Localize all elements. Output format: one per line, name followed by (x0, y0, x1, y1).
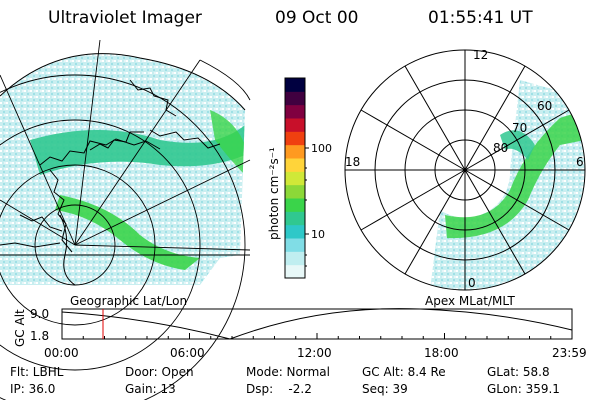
time-label: 01:55:41 UT (428, 8, 533, 28)
polar-plot: 12 18 6 0 60 70 80 (344, 48, 586, 291)
colorbar-segment (285, 131, 305, 146)
alt-axis-label: GC Alt (13, 309, 27, 347)
colorbar-tick-10: 10 (311, 228, 325, 241)
colorbar-segment (285, 238, 305, 252)
colorbar-segment (285, 118, 305, 132)
geo-coastlines (0, 79, 221, 286)
geo-auroral-band-lower (55, 195, 200, 270)
alt-ytick-bottom: 1.8 (30, 329, 49, 343)
geo-auroral-band-upper (30, 125, 245, 175)
alt-xtick-0: 00:00 (44, 346, 79, 360)
info-door: Door: Open (125, 365, 194, 379)
alt-ytick-top: 9.0 (30, 307, 49, 321)
info-glon: GLon: 359.1 (487, 382, 560, 396)
mlt-label-18: 18 (345, 155, 360, 169)
date-label: 09 Oct 00 (275, 8, 359, 28)
info-gain: Gain: 13 (125, 382, 176, 396)
mlt-label-6: 6 (576, 155, 584, 169)
info-dsp: Dsp: -2.2 (246, 382, 312, 396)
colorbar-ticks (284, 77, 309, 279)
alt-orbit-curve (61, 308, 573, 340)
alt-xtick-2: 12:00 (297, 346, 332, 360)
info-gc-alt: GC Alt: 8.4 Re (362, 365, 446, 379)
alt-xtick-4: 23:59 (552, 346, 587, 360)
info-ip: IP: 36.0 (10, 382, 56, 396)
polar-auroral-oval (445, 110, 585, 239)
colorbar-segment (285, 198, 305, 212)
colorbar-segment (285, 251, 305, 266)
colorbar (285, 78, 305, 279)
info-glat: GLat: 58.8 (487, 365, 550, 379)
geographic-image-panel (0, 39, 251, 400)
geo-auroral-band-east (210, 110, 245, 175)
mlt-label-12: 12 (473, 48, 488, 62)
mlat-label-70: 70 (512, 121, 527, 135)
colorbar-segment (285, 171, 305, 186)
info-mode: Mode: Normal (246, 365, 330, 379)
polar-grid (344, 49, 586, 291)
mlat-label-60: 60 (537, 99, 552, 113)
polar-auroral-oval-arc (500, 130, 535, 160)
colorbar-segment (285, 158, 305, 172)
colorbar-unit-label: photon cm⁻²s⁻¹ (267, 147, 281, 240)
colorbar-segment (285, 184, 305, 199)
apex-label: Apex MLat/MLT (425, 294, 515, 308)
info-seq: Seq: 39 (362, 382, 408, 396)
colorbar-segment (285, 264, 305, 279)
colorbar-segment (285, 104, 305, 119)
alt-xtick-1: 06:00 (170, 346, 205, 360)
info-flt: Flt: LBHL (10, 365, 64, 379)
colorbar-tick-100: 100 (311, 142, 332, 155)
alt-xtick-3: 18:00 (424, 346, 459, 360)
mlat-label-80: 80 (493, 141, 508, 155)
colorbar-segment (285, 78, 305, 92)
alt-x-ticks (61, 333, 573, 339)
altitude-panel: Geographic Lat/Lon Apex MLat/MLT GC Alt … (13, 294, 573, 347)
colorbar-frame (284, 77, 306, 279)
mlt-label-0: 0 (468, 276, 476, 290)
colorbar-segment (285, 224, 305, 239)
colorbar-segment (285, 211, 305, 226)
colorbar-segment (285, 91, 305, 106)
instrument-title: Ultraviolet Imager (48, 8, 202, 28)
geo-label: Geographic Lat/Lon (70, 294, 187, 308)
colorbar-segment (285, 144, 305, 159)
